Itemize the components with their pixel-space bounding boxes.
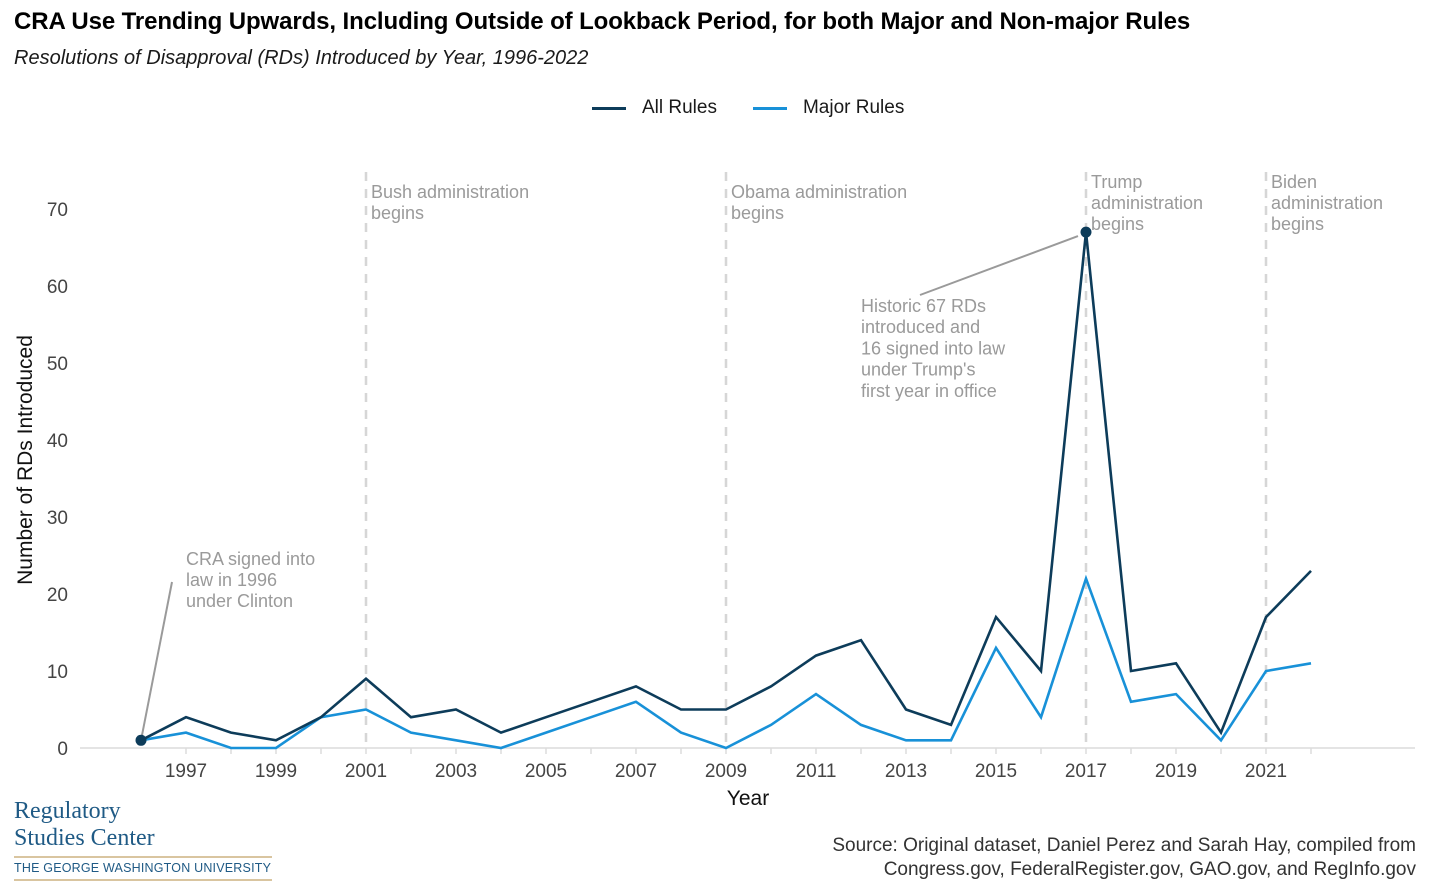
x-tick-label: 2015 <box>975 761 1017 782</box>
logo-university-name: THE GEORGE WASHINGTON UNIVERSITY <box>14 861 272 875</box>
x-tick-label: 2001 <box>345 761 387 782</box>
series-line-all-rules <box>140 231 1312 742</box>
x-tick-label: 2009 <box>705 761 747 782</box>
logo-line-2: Studies Center <box>14 825 155 851</box>
y-tick-label: 20 <box>47 585 68 606</box>
series-line-major-rules <box>140 574 1312 750</box>
highlight-point <box>135 734 147 746</box>
legend-label-major-rules: Major Rules <box>802 97 905 118</box>
chart-title: CRA Use Trending Upwards, Including Outs… <box>14 8 1191 35</box>
logo-divider-bottom <box>14 879 272 881</box>
chart-subtitle: Resolutions of Disapproval (RDs) Introdu… <box>14 47 589 69</box>
y-tick-label: 60 <box>47 277 68 298</box>
x-tick-label: 2019 <box>1155 761 1197 782</box>
administration-label: Biden administration begins <box>1271 172 1383 234</box>
x-axis-label: Year <box>727 787 769 810</box>
x-tick-label: 2013 <box>885 761 927 782</box>
x-tick-label: 2017 <box>1065 761 1107 782</box>
legend: All Rules Major Rules <box>592 97 940 119</box>
x-tick-label: 2021 <box>1245 761 1287 782</box>
x-tick-label: 2011 <box>796 761 837 782</box>
x-tick-label: 2007 <box>615 761 657 782</box>
legend-swatch-major-rules <box>752 106 787 110</box>
legend-item-major-rules: Major Rules <box>752 97 905 119</box>
source-note: Source: Original dataset, Daniel Perez a… <box>832 834 1416 882</box>
annotation-leader-line <box>140 581 173 741</box>
y-tick-label: 50 <box>47 354 68 375</box>
annotation-historic-67: Historic 67 RDs introduced and 16 signed i… <box>861 296 1006 401</box>
logo-divider-top <box>14 856 272 858</box>
x-tick-label: 1999 <box>255 761 297 782</box>
source-line-2: Congress.gov, FederalRegister.gov, GAO.g… <box>883 859 1416 880</box>
highlight-point <box>1080 226 1092 238</box>
x-tick-label: 2003 <box>435 761 477 782</box>
regulatory-studies-center-logo: Regulatory Studies Center THE GEORGE WAS… <box>14 798 272 884</box>
legend-item-all-rules: All Rules <box>592 97 717 119</box>
source-line-1: Source: Original dataset, Daniel Perez a… <box>832 835 1416 856</box>
legend-swatch-all-rules <box>592 106 626 110</box>
y-tick-label: 70 <box>47 200 68 221</box>
legend-label-all-rules: All Rules <box>642 97 717 118</box>
y-tick-label: 0 <box>57 739 68 760</box>
annotation-leader-line <box>919 235 1079 296</box>
x-tick-label: 2005 <box>525 761 567 782</box>
logo-line-1: Regulatory <box>14 798 121 824</box>
annotation-cra-signed: CRA signed into law in 1996 under Clinton <box>186 549 315 611</box>
administration-label: Trump administration begins <box>1091 172 1203 234</box>
administration-label: Bush administration begins <box>371 182 529 223</box>
administration-label: Obama administration begins <box>731 182 907 223</box>
y-tick-label: 30 <box>47 508 68 529</box>
y-tick-label: 40 <box>47 431 68 452</box>
y-axis-label: Number of RDs Introduced <box>14 335 37 585</box>
y-tick-label: 10 <box>47 662 68 683</box>
x-tick-label: 1997 <box>165 761 207 782</box>
